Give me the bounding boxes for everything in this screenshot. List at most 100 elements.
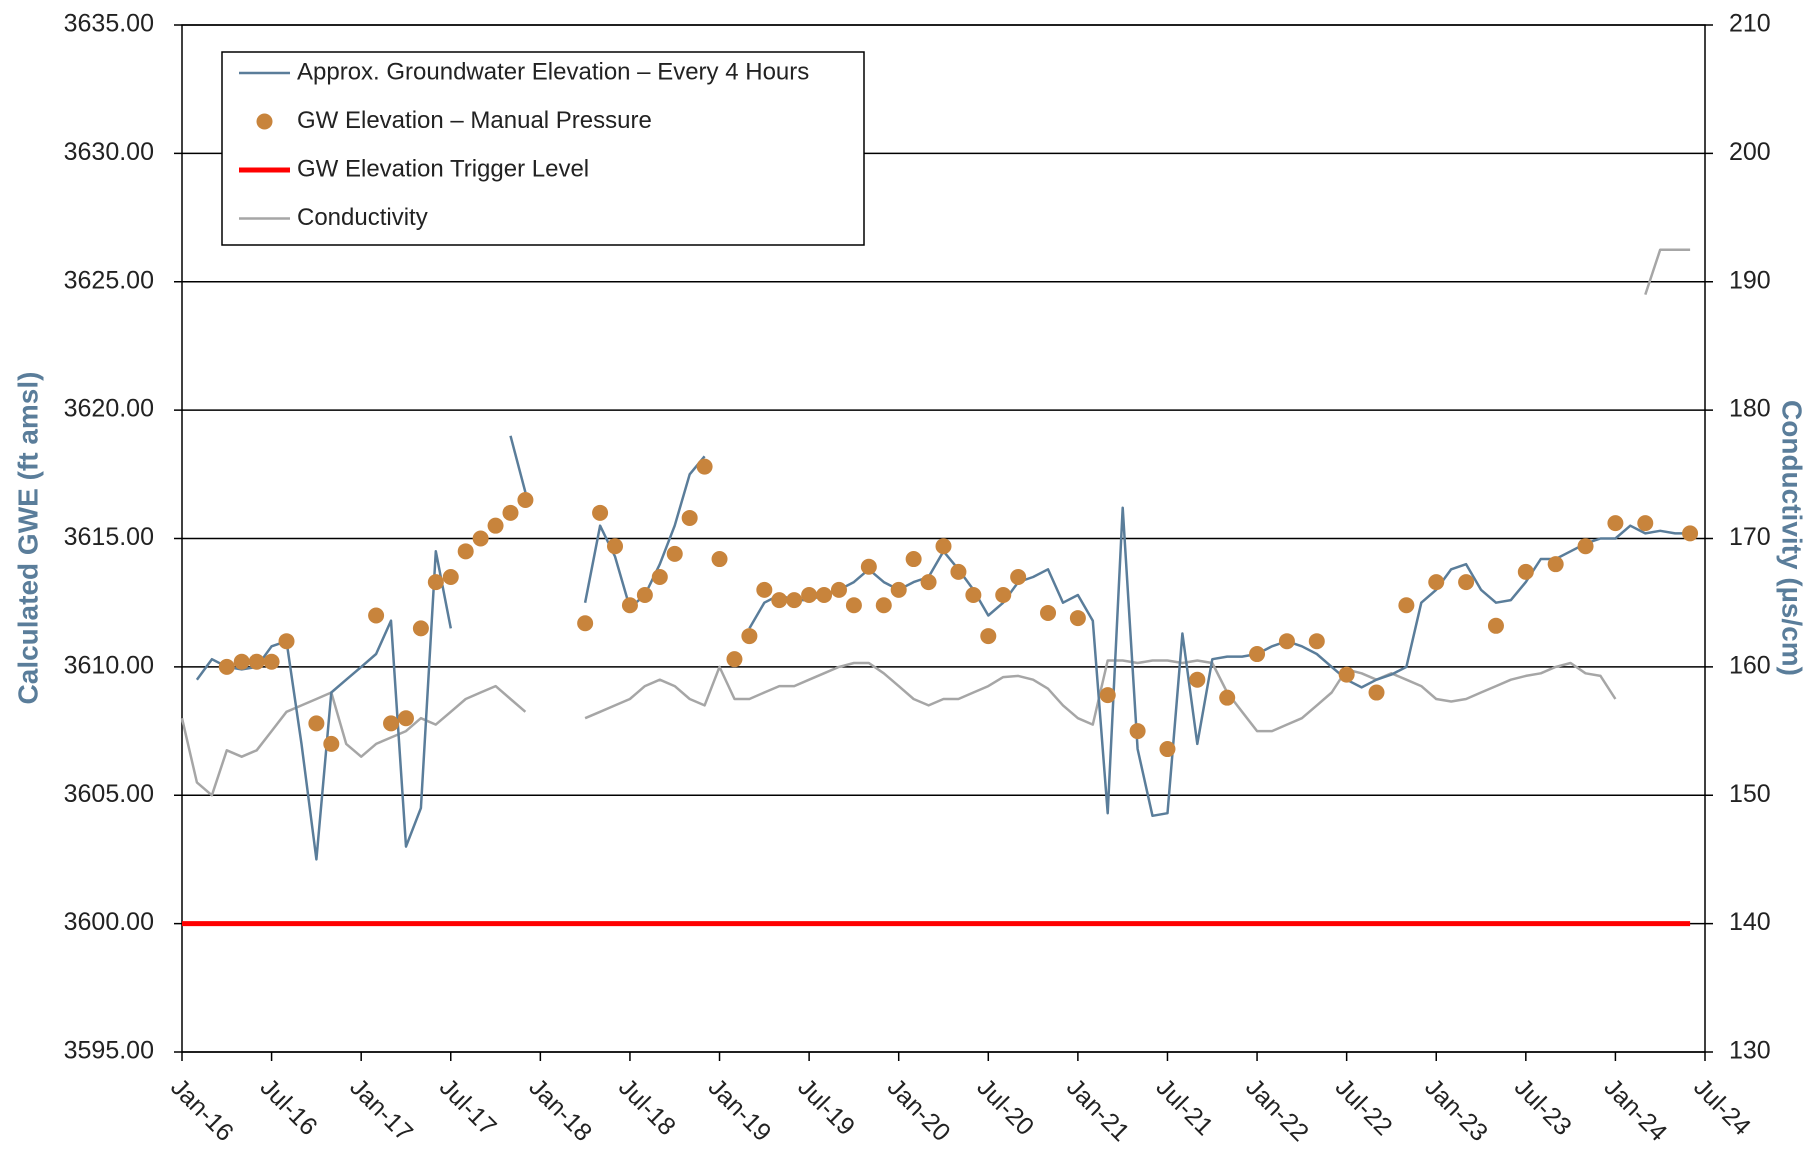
data-point <box>1040 604 1057 621</box>
data-point <box>1069 610 1086 627</box>
data-point <box>1368 684 1385 701</box>
data-point <box>621 597 638 614</box>
data-point <box>1682 525 1699 542</box>
y2-tick-label: 130 <box>1729 1037 1771 1065</box>
data-point <box>920 574 937 591</box>
data-point <box>1637 515 1654 532</box>
data-point <box>323 735 340 752</box>
data-point <box>263 653 280 670</box>
y2-tick-label: 160 <box>1729 651 1771 679</box>
data-point <box>218 658 235 675</box>
data-point <box>726 651 743 668</box>
x-tick-label: Jan-21 <box>1061 1073 1135 1147</box>
data-point <box>517 491 534 508</box>
y-tick-label: 3610.00 <box>64 651 154 679</box>
series-line <box>748 506 1691 818</box>
x-tick-label: Jul-21 <box>1151 1073 1219 1141</box>
data-point <box>1547 556 1564 573</box>
data-point <box>905 551 922 568</box>
y-tick-label: 3635.00 <box>64 10 154 38</box>
data-point <box>412 620 429 637</box>
y2-tick-label: 190 <box>1729 266 1771 294</box>
data-point <box>1398 597 1415 614</box>
x-tick-label: Jan-18 <box>523 1073 597 1147</box>
data-point <box>278 633 295 650</box>
y2-tick-label: 180 <box>1729 395 1771 423</box>
x-tick-label: Jul-17 <box>434 1073 502 1141</box>
data-point <box>786 592 803 609</box>
data-point <box>607 538 624 555</box>
series-line <box>195 550 453 861</box>
x-tick-label: Jul-16 <box>255 1073 323 1141</box>
data-point <box>651 569 668 586</box>
legend-marker <box>256 113 273 130</box>
data-point <box>756 581 773 598</box>
y-tick-label: 3605.00 <box>64 780 154 808</box>
data-point <box>427 574 444 591</box>
data-point <box>741 628 758 645</box>
data-point <box>711 551 728 568</box>
data-point <box>397 710 414 727</box>
data-point <box>233 653 250 670</box>
data-point <box>1487 617 1504 634</box>
legend-label: Conductivity <box>297 204 428 231</box>
data-point <box>1278 633 1295 650</box>
x-tick-label: Jan-24 <box>1598 1073 1672 1147</box>
data-point <box>1607 515 1624 532</box>
data-point <box>1338 666 1355 683</box>
data-point <box>1159 741 1176 758</box>
y2-tick-label: 150 <box>1729 780 1771 808</box>
data-point <box>383 715 400 732</box>
data-point <box>1308 633 1325 650</box>
data-point <box>845 597 862 614</box>
series-line <box>583 455 706 610</box>
plot-frame <box>181 24 1706 1053</box>
data-point <box>368 607 385 624</box>
legend-box <box>221 51 865 246</box>
data-point <box>1219 689 1236 706</box>
series-line <box>1644 248 1691 295</box>
y2-tick-label: 140 <box>1729 908 1771 936</box>
x-tick-label: Jan-22 <box>1240 1073 1314 1147</box>
data-point <box>1249 646 1266 663</box>
y-tick-label: 3620.00 <box>64 395 154 423</box>
data-point <box>308 715 325 732</box>
data-point <box>816 586 833 603</box>
x-tick-label: Jan-20 <box>882 1073 956 1147</box>
data-point <box>890 581 907 598</box>
x-tick-label: Jul-18 <box>613 1073 681 1141</box>
data-point <box>965 586 982 603</box>
y2-axis-title: Conductivity (µs/cm) <box>1777 400 1808 676</box>
data-point <box>1189 671 1206 688</box>
x-tick-label: Jan-17 <box>344 1073 418 1147</box>
y-tick-label: 3600.00 <box>64 908 154 936</box>
data-point <box>577 615 594 632</box>
data-point <box>830 581 847 598</box>
data-point <box>248 653 265 670</box>
y2-tick-label: 200 <box>1729 138 1771 166</box>
data-point <box>487 517 504 534</box>
x-tick-label: Jul-22 <box>1330 1073 1398 1141</box>
x-tick-label: Jul-23 <box>1509 1073 1577 1141</box>
data-point <box>860 558 877 575</box>
data-point <box>666 545 683 562</box>
data-point <box>681 509 698 526</box>
x-tick-label: Jan-23 <box>1419 1073 1493 1147</box>
legend-label: GW Elevation Trigger Level <box>297 155 589 182</box>
data-point <box>771 592 788 609</box>
data-point <box>1099 687 1116 704</box>
data-point <box>1458 574 1475 591</box>
y-tick-label: 3595.00 <box>64 1037 154 1065</box>
data-point <box>980 628 997 645</box>
y-tick-label: 3625.00 <box>64 266 154 294</box>
data-point <box>875 597 892 614</box>
data-point <box>696 458 713 475</box>
x-tick-label: Jul-24 <box>1688 1073 1756 1141</box>
data-point <box>950 563 967 580</box>
y-axis-title: Calculated GWE (ft amsl) <box>12 372 43 705</box>
series-line <box>180 684 527 797</box>
data-point <box>457 543 474 560</box>
legend-label: GW Elevation – Manual Pressure <box>297 107 652 134</box>
